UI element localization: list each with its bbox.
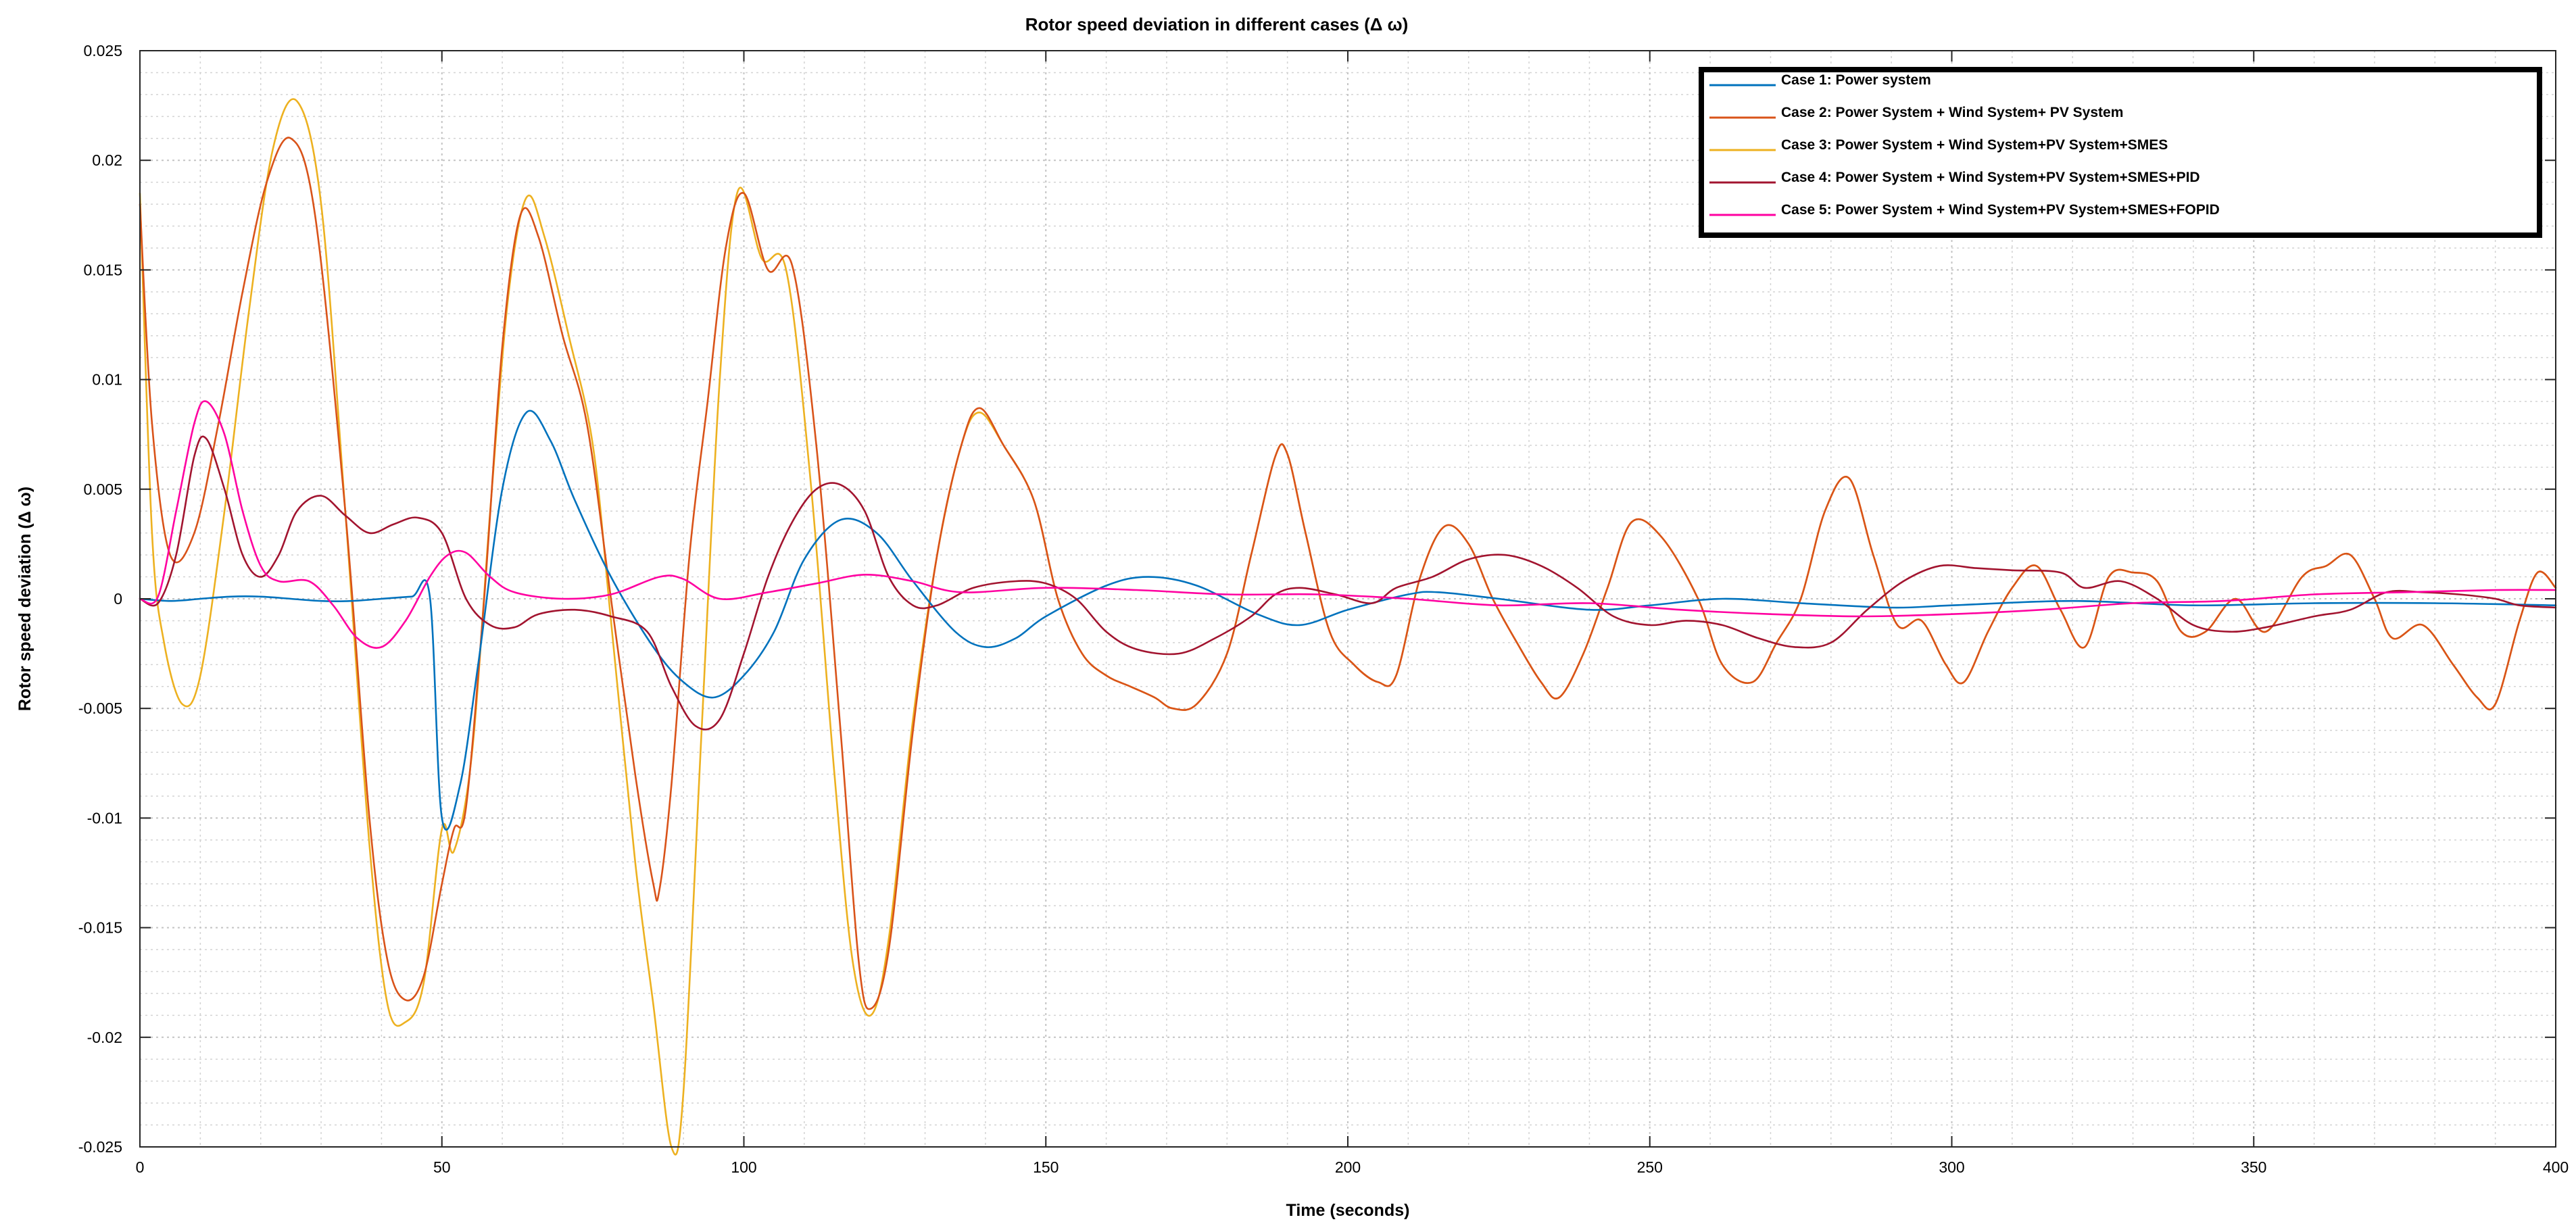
y-axis-title: Rotor speed deviation (Δ ω) <box>16 487 34 711</box>
y-tick-label: -0.025 <box>78 1138 122 1156</box>
x-tick-label: 150 <box>1033 1158 1059 1176</box>
x-tick-label: 300 <box>1939 1158 1964 1176</box>
y-tick-label: 0.015 <box>83 261 122 278</box>
series-line-case-1 <box>139 410 2557 831</box>
x-tick-label: 250 <box>1637 1158 1663 1176</box>
legend-label: Case 5: Power System + Wind System+PV Sy… <box>1781 202 2220 218</box>
legend-items: Case 1: Power system Case 2: Power System… <box>1709 72 2220 218</box>
y-tick-label: 0.02 <box>92 151 122 169</box>
x-axis-title: Time (seconds) <box>1286 1201 1410 1220</box>
series-line-case-4 <box>139 435 2557 731</box>
series-line-case-2 <box>139 137 2557 1010</box>
chart-title: Rotor speed deviation in different cases… <box>1025 14 1409 34</box>
y-tick-label: 0.025 <box>83 42 122 59</box>
series-line-case-5 <box>139 400 2557 649</box>
y-tick-label: 0.01 <box>92 371 122 389</box>
y-tick-label: -0.015 <box>78 919 122 937</box>
x-tick-label: 400 <box>2543 1158 2569 1176</box>
legend-label: Case 4: Power System + Wind System+PV Sy… <box>1781 170 2200 185</box>
plot-series <box>139 98 2557 1156</box>
x-axis-ticks: 0 50 100 150 200 250 300 350 400 <box>136 51 2569 1176</box>
legend: Case 1: Power system Case 2: Power System… <box>1699 67 2542 238</box>
y-axis-ticks: -0.025 -0.02 -0.015 -0.01 -0.005 0 0.005 0.01 0.… <box>78 42 2556 1156</box>
legend-box <box>1699 67 2542 238</box>
legend-label: Case 2: Power System + Wind System+ PV S… <box>1781 105 2123 120</box>
x-tick-label: 100 <box>731 1158 756 1176</box>
legend-label: Case 3: Power System + Wind System+PV Sy… <box>1781 137 2168 153</box>
x-tick-label: 0 <box>136 1158 145 1176</box>
y-tick-label: -0.02 <box>87 1029 122 1046</box>
y-tick-label: -0.01 <box>87 809 122 827</box>
y-tick-label: 0.005 <box>83 481 122 498</box>
x-tick-label: 350 <box>2241 1158 2266 1176</box>
y-tick-label: 0 <box>114 590 122 608</box>
y-tick-label: -0.005 <box>78 699 122 717</box>
x-tick-label: 200 <box>1335 1158 1361 1176</box>
x-tick-label: 50 <box>433 1158 451 1176</box>
legend-label: Case 1: Power system <box>1781 72 1931 88</box>
grid <box>139 50 2556 1148</box>
